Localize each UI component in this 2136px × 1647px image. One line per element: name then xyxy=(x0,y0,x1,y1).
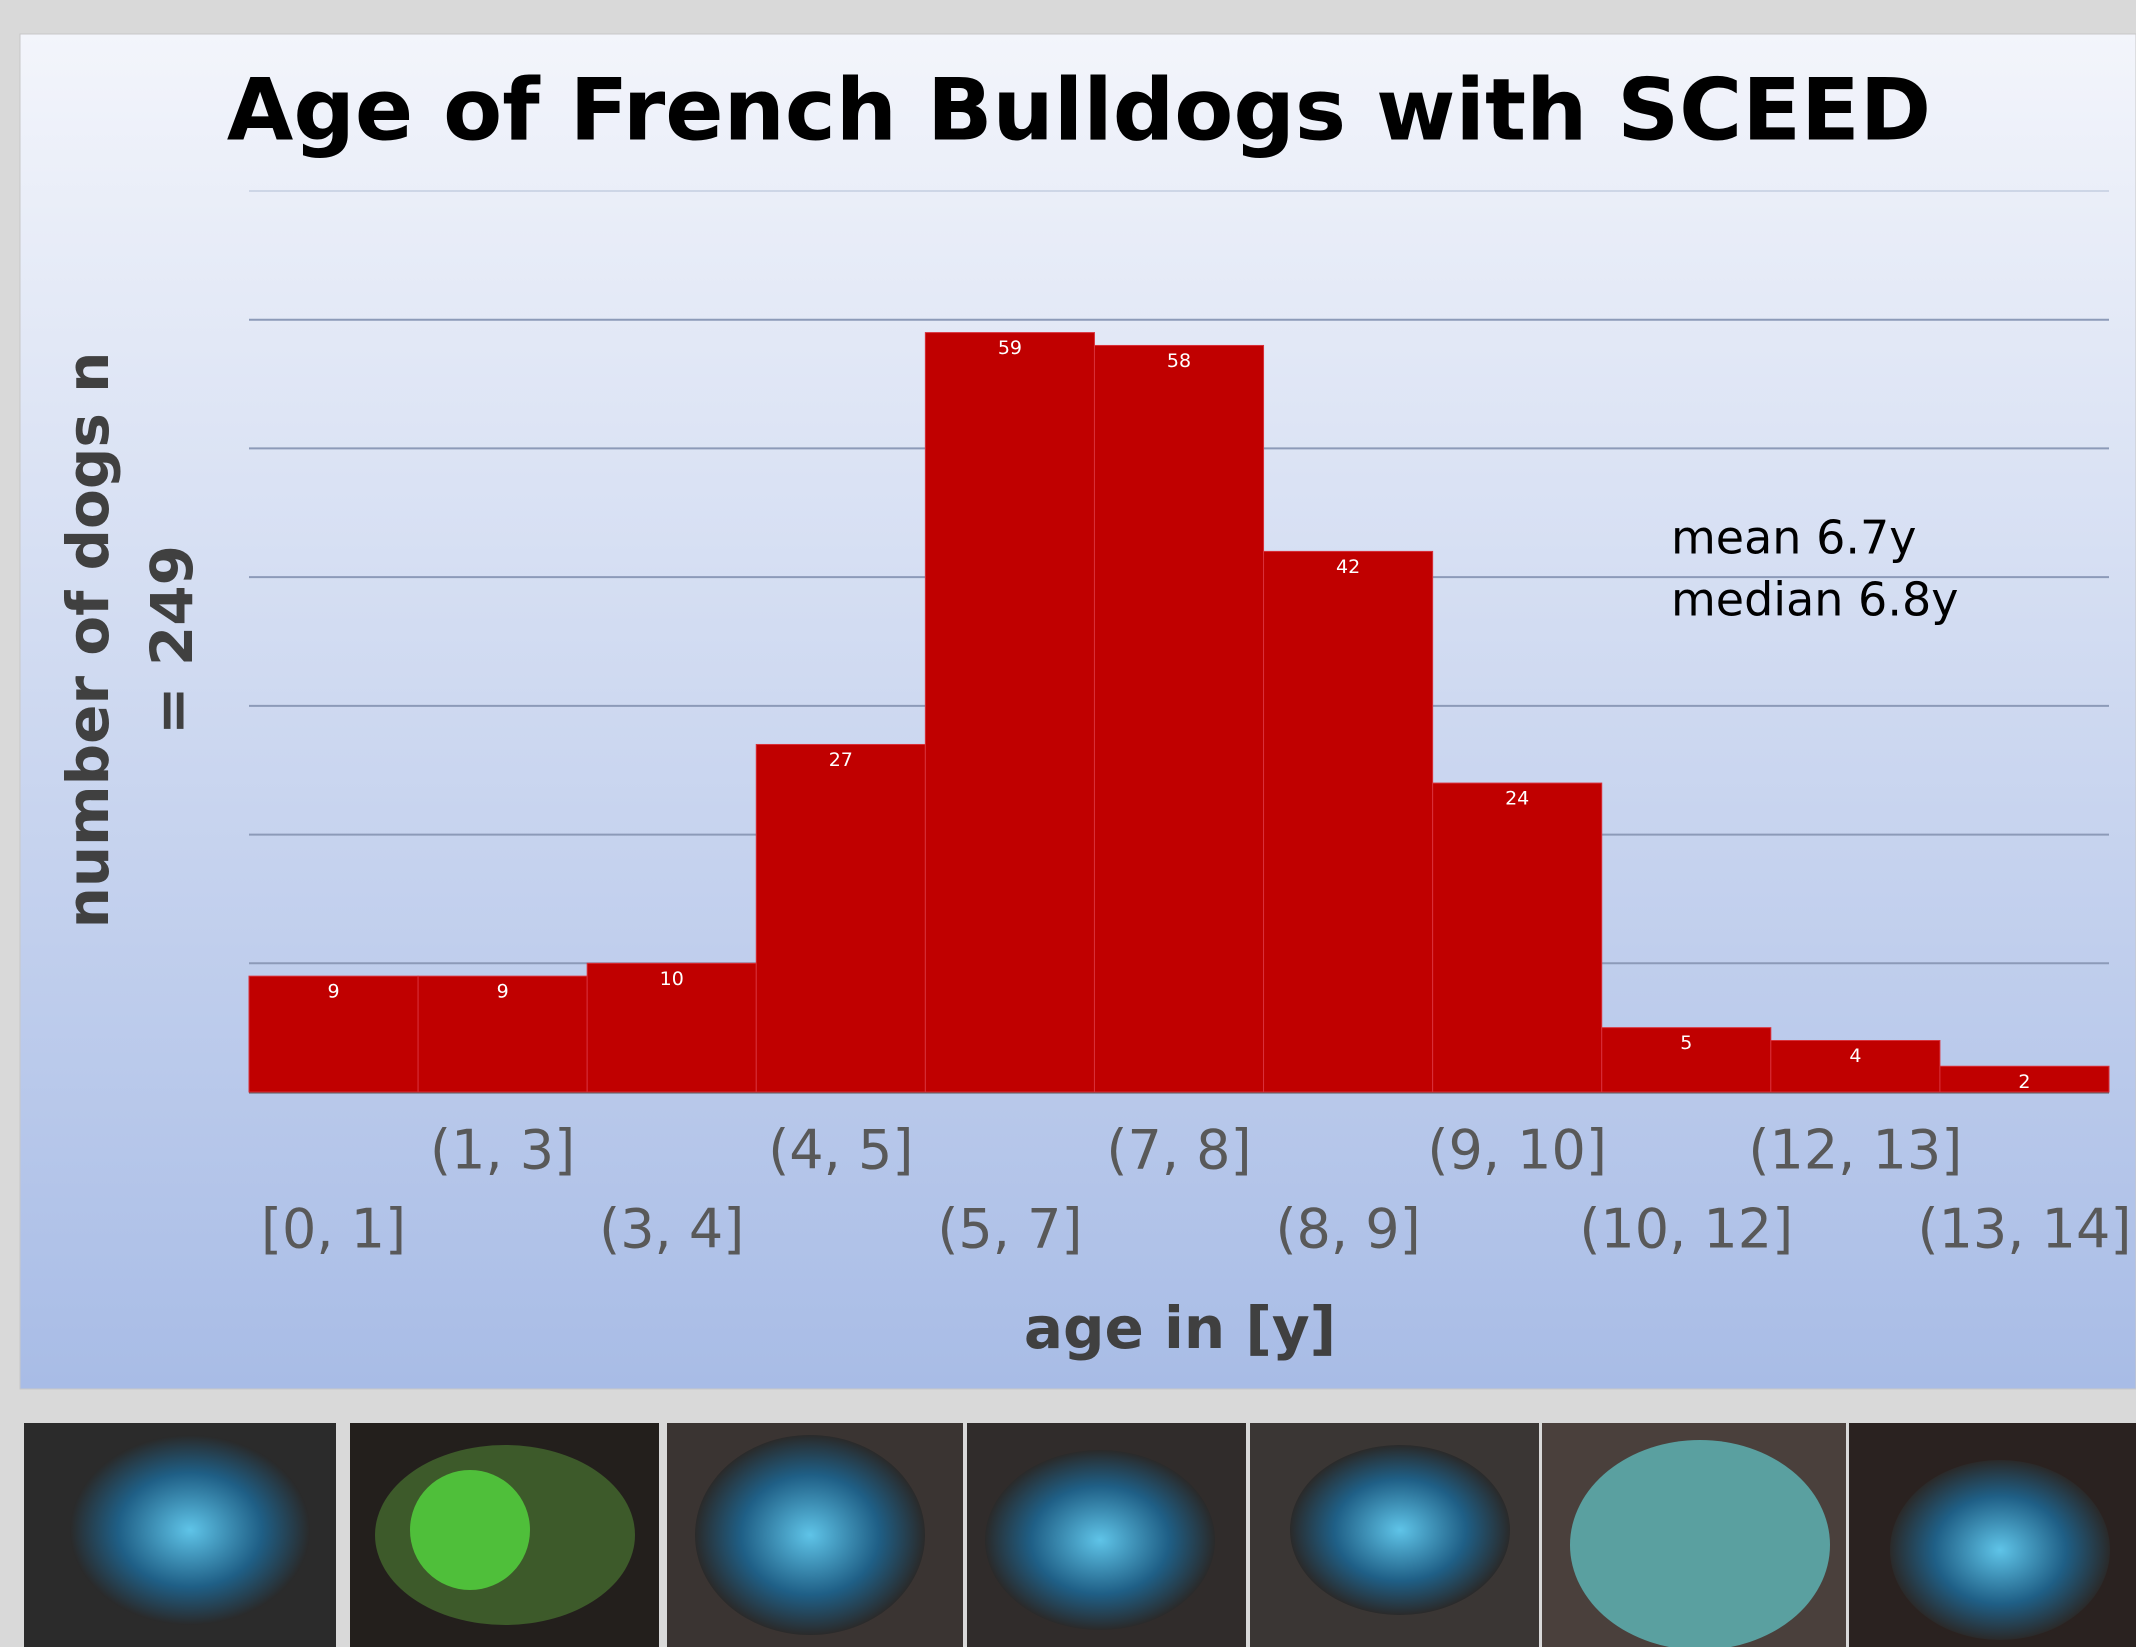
value-label: 58 xyxy=(1167,350,1191,372)
x-tick-label: (5, 7] xyxy=(937,1198,1082,1261)
bar xyxy=(756,744,925,1092)
x-tick-label: (10, 12] xyxy=(1579,1198,1793,1261)
value-label: 59 xyxy=(998,337,1022,359)
value-label: 5 xyxy=(1680,1032,1692,1054)
x-tick-label: (9, 10] xyxy=(1427,1119,1607,1182)
x-tick-label: (3, 4] xyxy=(599,1198,744,1261)
value-label: 2 xyxy=(2018,1071,2030,1093)
x-tick-label: (7, 8] xyxy=(1106,1119,1251,1182)
x-tick-label: (4, 5] xyxy=(768,1119,913,1182)
bar xyxy=(1264,551,1433,1092)
value-label: 10 xyxy=(660,968,684,990)
value-label: 27 xyxy=(829,749,853,771)
value-label: 42 xyxy=(1336,556,1360,578)
value-label: 9 xyxy=(327,981,339,1003)
x-tick-label: (8, 9] xyxy=(1275,1198,1420,1261)
value-label: 9 xyxy=(497,981,509,1003)
x-tick-label: [0, 1] xyxy=(261,1198,406,1261)
photos xyxy=(24,1423,2136,1647)
chart: Age of French Bulldogs with SCEED age in… xyxy=(0,0,2136,1647)
x-tick-label: (1, 3] xyxy=(430,1119,575,1182)
page: Age of French Bulldogs with SCEED age in… xyxy=(0,0,2136,1647)
annotation: mean 6.7y xyxy=(1671,511,1916,565)
bar xyxy=(1094,345,1263,1092)
value-label: 24 xyxy=(1505,788,1529,810)
x-axis-label: age in [y] xyxy=(1024,1294,1336,1362)
bar xyxy=(1433,783,1602,1092)
chart-title: Age of French Bulldogs with SCEED xyxy=(227,60,1931,160)
y-axis-label: number of dogs n = 249 xyxy=(46,320,214,960)
x-tick-label: (13, 14] xyxy=(1918,1198,2132,1261)
annotation: median 6.8y xyxy=(1671,573,1958,627)
value-label: 4 xyxy=(1849,1045,1861,1067)
bar xyxy=(925,333,1094,1092)
x-tick-label: (12, 13] xyxy=(1748,1119,1962,1182)
